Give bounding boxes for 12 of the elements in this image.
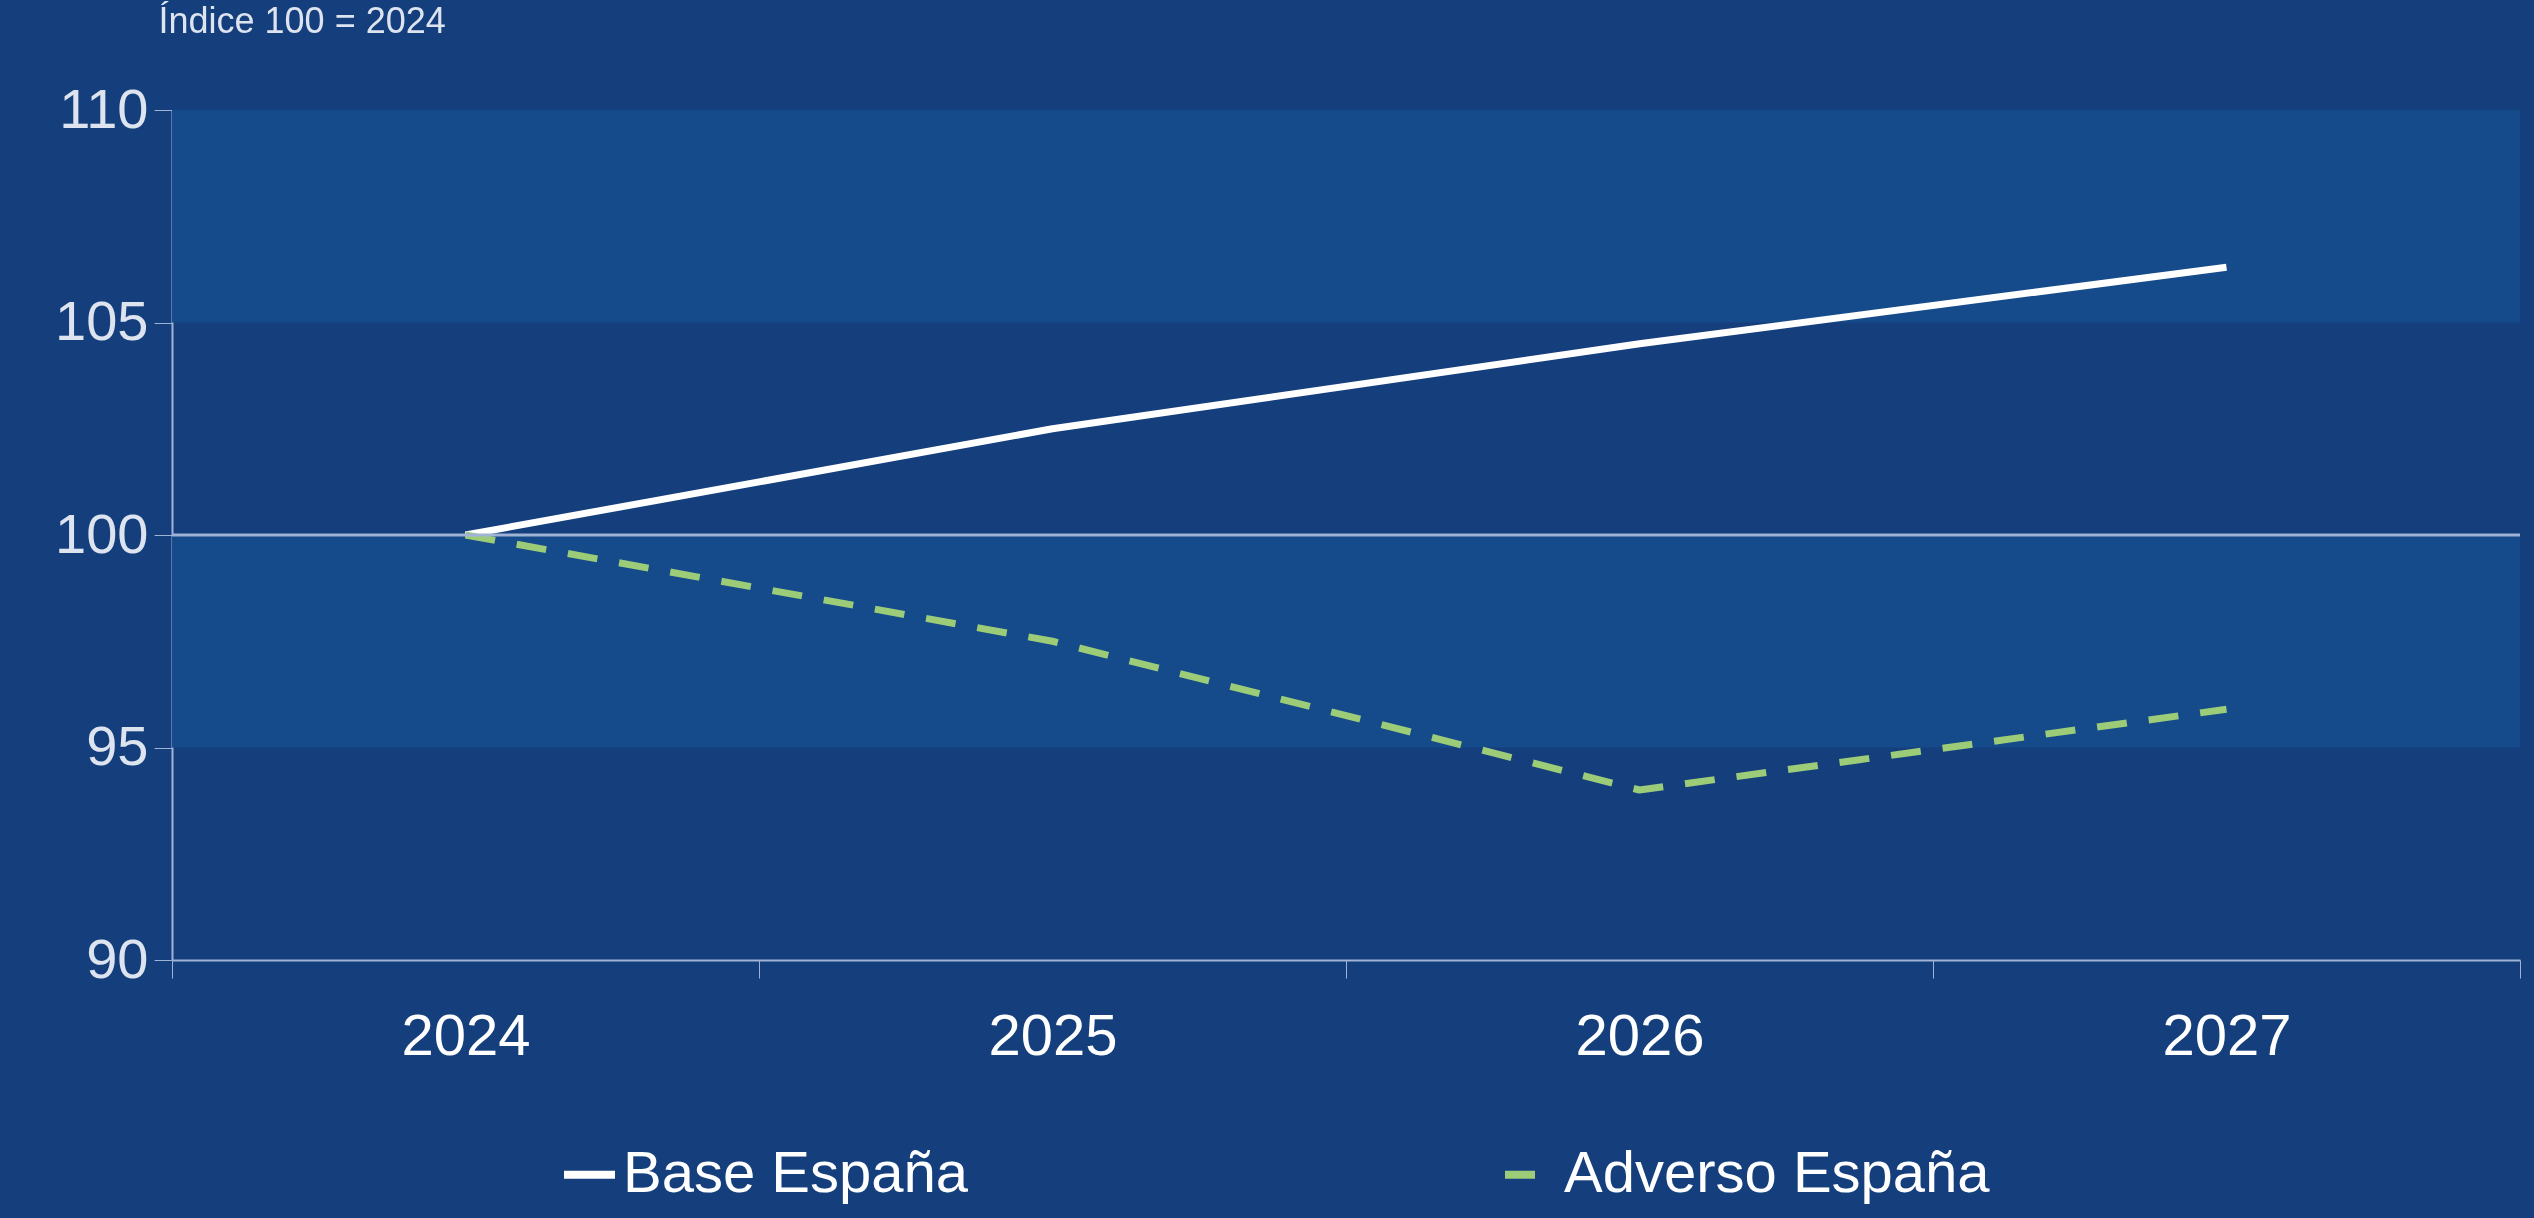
x-tick-label: 2027 [2162,1001,2292,1067]
x-tick-label: 2024 [401,1001,531,1067]
y-tick-label: 105 [55,289,149,352]
y-tick-label: 100 [55,501,149,565]
y-tick-label: 110 [59,76,149,140]
x-tick-label: 2025 [988,1001,1118,1067]
legend-label: Base España [623,1138,969,1204]
y-tick-label: 95 [86,714,149,777]
x-tick-label: 2026 [1575,1001,1705,1067]
y-axis-title: Índice 100 = 2024 [158,0,446,41]
legend-label: Adverso España [1564,1138,1991,1204]
y-tick-label: 90 [86,926,149,990]
